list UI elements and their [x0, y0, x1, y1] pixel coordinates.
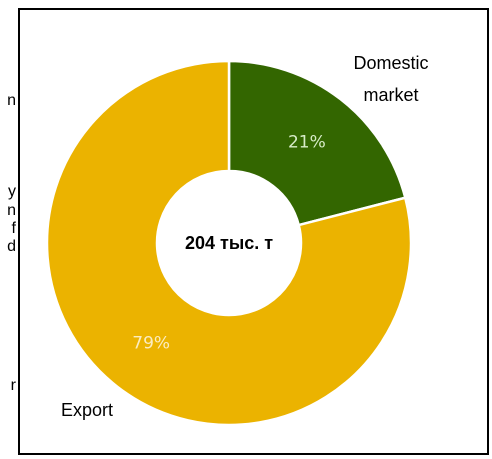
text-fragment: n	[7, 202, 16, 219]
value-label: 21%	[288, 133, 326, 153]
value-label: 79%	[132, 333, 170, 353]
donut-slice	[45, 59, 413, 427]
donut-slice	[227, 59, 407, 227]
center-label: 204 тыс. т	[185, 233, 273, 253]
text-fragment: f	[12, 220, 17, 237]
donut: 21% 79%	[45, 59, 413, 427]
text-fragment: y	[8, 183, 16, 200]
text-fragment: n	[7, 92, 16, 109]
text-fragment: r	[11, 377, 17, 394]
text-fragment: d	[7, 238, 16, 255]
category-label: Domestic market	[353, 53, 428, 105]
category-label: Export	[61, 400, 113, 420]
